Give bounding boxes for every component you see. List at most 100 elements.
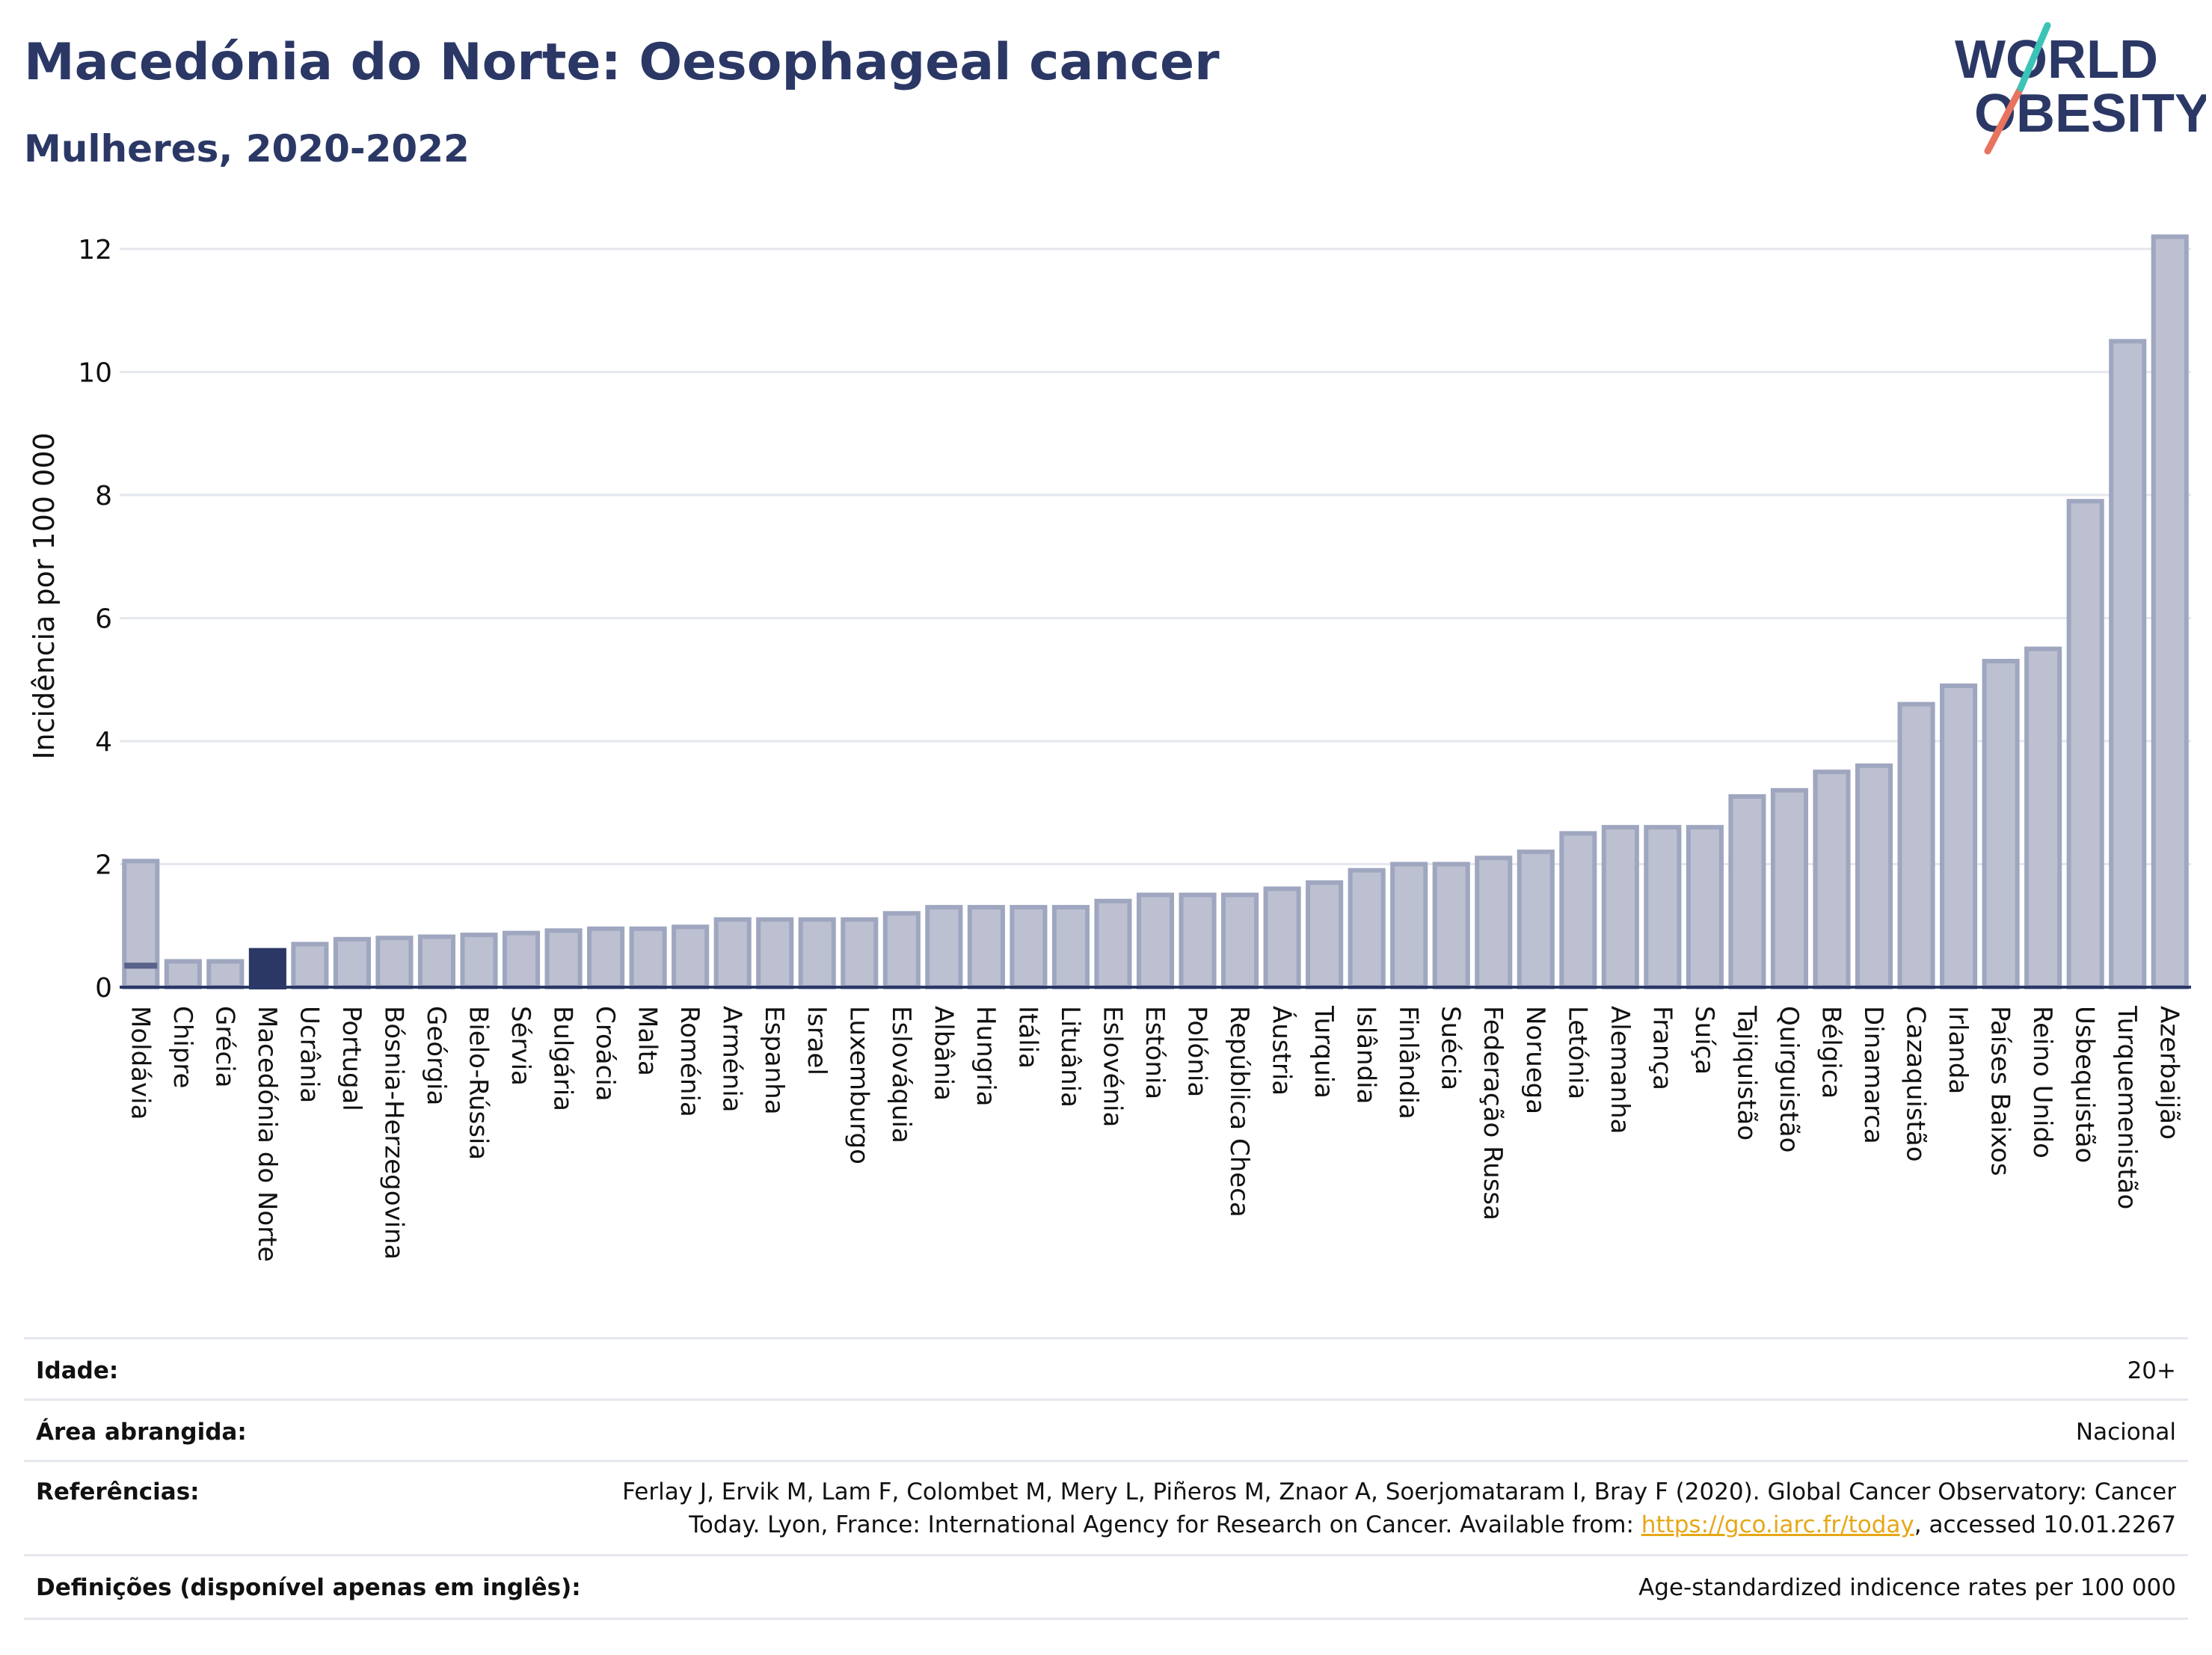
x-tick-label: Letónia bbox=[1562, 1006, 1592, 1099]
bar bbox=[206, 959, 245, 990]
references-value: Ferlay J, Ervik M, Lam F, Colombet M, Me… bbox=[591, 1476, 2176, 1541]
x-tick-label: República Checa bbox=[1224, 1006, 1254, 1218]
bar-chart: Moldávia Chipre Grécia Macedónia do Norte Uc… bbox=[28, 234, 2191, 1262]
bar bbox=[1559, 831, 1597, 990]
y-tick-label: 8 bbox=[95, 481, 112, 512]
bar bbox=[2109, 339, 2147, 989]
bar bbox=[248, 948, 286, 989]
meta-row-definitions: Definições (disponível apenas em inglês)… bbox=[24, 1554, 2188, 1620]
logo-slash-teal bbox=[2017, 22, 2051, 92]
bar bbox=[1601, 825, 1639, 989]
reference-line-2: Today. Lyon, France: International Agenc… bbox=[591, 1508, 2176, 1541]
area-label: Área abrangida: bbox=[36, 1419, 247, 1446]
definitions-value: Age-standardized indicence rates per 100… bbox=[1638, 1574, 2176, 1601]
bar bbox=[1940, 683, 1978, 989]
reference-link[interactable]: https://gco.iarc.fr/today bbox=[1641, 1511, 1914, 1538]
bar bbox=[1517, 850, 1555, 989]
bar bbox=[2024, 646, 2062, 989]
x-tick-label: Bulgária bbox=[548, 1006, 578, 1111]
x-tick-label: Macedónia do Norte bbox=[252, 1006, 282, 1262]
x-tick-label: Croácia bbox=[590, 1006, 620, 1102]
y-tick-label: 6 bbox=[95, 604, 112, 634]
bar bbox=[544, 928, 583, 990]
x-tick-label: Moldávia bbox=[125, 1006, 155, 1120]
meta-row-references: Referências: Ferlay J, Ervik M, Lam F, C… bbox=[24, 1460, 2188, 1556]
x-tick-label: Noruega bbox=[1520, 1006, 1550, 1114]
bar bbox=[375, 936, 414, 990]
bar bbox=[1348, 868, 1386, 990]
x-tick-label: Irlanda bbox=[1943, 1006, 1973, 1094]
bar bbox=[1855, 763, 1893, 989]
x-tick-label: Tajiquistão bbox=[1731, 1005, 1761, 1140]
bar bbox=[502, 930, 541, 990]
x-tick-label: Cazaquistão bbox=[1901, 1006, 1931, 1162]
age-value: 20+ bbox=[2127, 1357, 2176, 1384]
chart-title: Macedónia do Norte: Oesophageal cancer bbox=[24, 33, 1220, 92]
bar bbox=[1475, 856, 1513, 989]
logo-line2: OBESITY bbox=[1974, 84, 2206, 144]
y-tick-label: 2 bbox=[95, 850, 112, 880]
x-tick-label: Alemanha bbox=[1605, 1006, 1635, 1134]
x-tick-label: Dinamarca bbox=[1858, 1006, 1888, 1144]
x-tick-label: Ucrânia bbox=[294, 1006, 324, 1103]
reference-line-1: Ferlay J, Ervik M, Lam F, Colombet M, Me… bbox=[622, 1479, 2176, 1505]
bar bbox=[1179, 892, 1217, 990]
x-tick-label: Arménia bbox=[717, 1006, 747, 1113]
x-tick-label: Luxemburgo bbox=[844, 1006, 873, 1164]
x-tick-label: Malta bbox=[633, 1006, 663, 1076]
x-tick-label: Grécia bbox=[209, 1006, 239, 1087]
x-tick-label: Áustria bbox=[1267, 1006, 1297, 1096]
x-tick-label: Roménia bbox=[675, 1006, 704, 1117]
meta-row-age: Idade: 20+ bbox=[24, 1337, 2188, 1401]
reference-accessed: , accessed 10.01.2267 bbox=[1914, 1511, 2176, 1538]
x-tick-label: Estónia bbox=[1140, 1006, 1170, 1099]
x-tick-label: Turquia bbox=[1309, 1005, 1339, 1099]
bar bbox=[333, 936, 371, 990]
bar bbox=[713, 917, 752, 989]
x-tick-label: Albânia bbox=[928, 1006, 958, 1101]
x-tick-label: Eslovénia bbox=[1097, 1006, 1127, 1127]
y-tick-label: 0 bbox=[95, 973, 112, 1004]
x-tick-label: Eslováquia bbox=[886, 1006, 916, 1143]
bar bbox=[1051, 905, 1090, 990]
x-tick-label: Itália bbox=[1013, 1006, 1042, 1069]
x-tick-label: Azerbaijão bbox=[2154, 1006, 2184, 1140]
logo-slash-red bbox=[1984, 85, 2024, 155]
bar bbox=[1390, 862, 1428, 990]
bar bbox=[1432, 862, 1470, 990]
bar bbox=[841, 917, 879, 989]
x-tick-label: Bielo-Rússia bbox=[464, 1006, 494, 1160]
chart-subtitle: Mulheres, 2020-2022 bbox=[24, 127, 470, 171]
area-value: Nacional bbox=[2075, 1419, 2176, 1446]
bar bbox=[2066, 499, 2104, 989]
y-tick-label: 10 bbox=[78, 357, 112, 388]
world-obesity-logo: WORLD OBESITY bbox=[1955, 22, 2206, 155]
logo-line1: WORLD bbox=[1955, 30, 2158, 90]
x-tick-label: Bélgica bbox=[1816, 1006, 1846, 1099]
bar bbox=[798, 917, 836, 989]
x-tick-label: Hungria bbox=[971, 1006, 1001, 1107]
bar bbox=[1644, 825, 1682, 989]
x-tick-label: Suécia bbox=[1436, 1006, 1466, 1090]
bar bbox=[925, 905, 963, 990]
x-tick-label: Finlândia bbox=[1393, 1006, 1423, 1120]
x-tick-label: Chipre bbox=[168, 1006, 197, 1088]
x-tick-label: Islândia bbox=[1351, 1006, 1381, 1104]
bar bbox=[291, 942, 329, 989]
x-tick-label: Usbequistão bbox=[2070, 1006, 2100, 1163]
bar bbox=[1982, 659, 2020, 990]
references-label: Referências: bbox=[36, 1479, 200, 1505]
x-tick-label: Federação Russa bbox=[1478, 1006, 1508, 1220]
y-tick-label: 4 bbox=[95, 727, 112, 758]
y-tick-label: 12 bbox=[78, 235, 112, 265]
x-tick-label: Suíça bbox=[1689, 1006, 1719, 1075]
x-tick-label: França bbox=[1647, 1006, 1677, 1090]
bar bbox=[587, 926, 625, 990]
x-tick-label: Espanha bbox=[759, 1006, 789, 1115]
meta-row-area: Área abrangida: Nacional bbox=[24, 1398, 2188, 1462]
bar bbox=[1010, 905, 1048, 990]
bar bbox=[882, 911, 921, 989]
bar bbox=[460, 933, 498, 990]
age-label: Idade: bbox=[36, 1357, 119, 1384]
bar bbox=[1306, 880, 1344, 989]
